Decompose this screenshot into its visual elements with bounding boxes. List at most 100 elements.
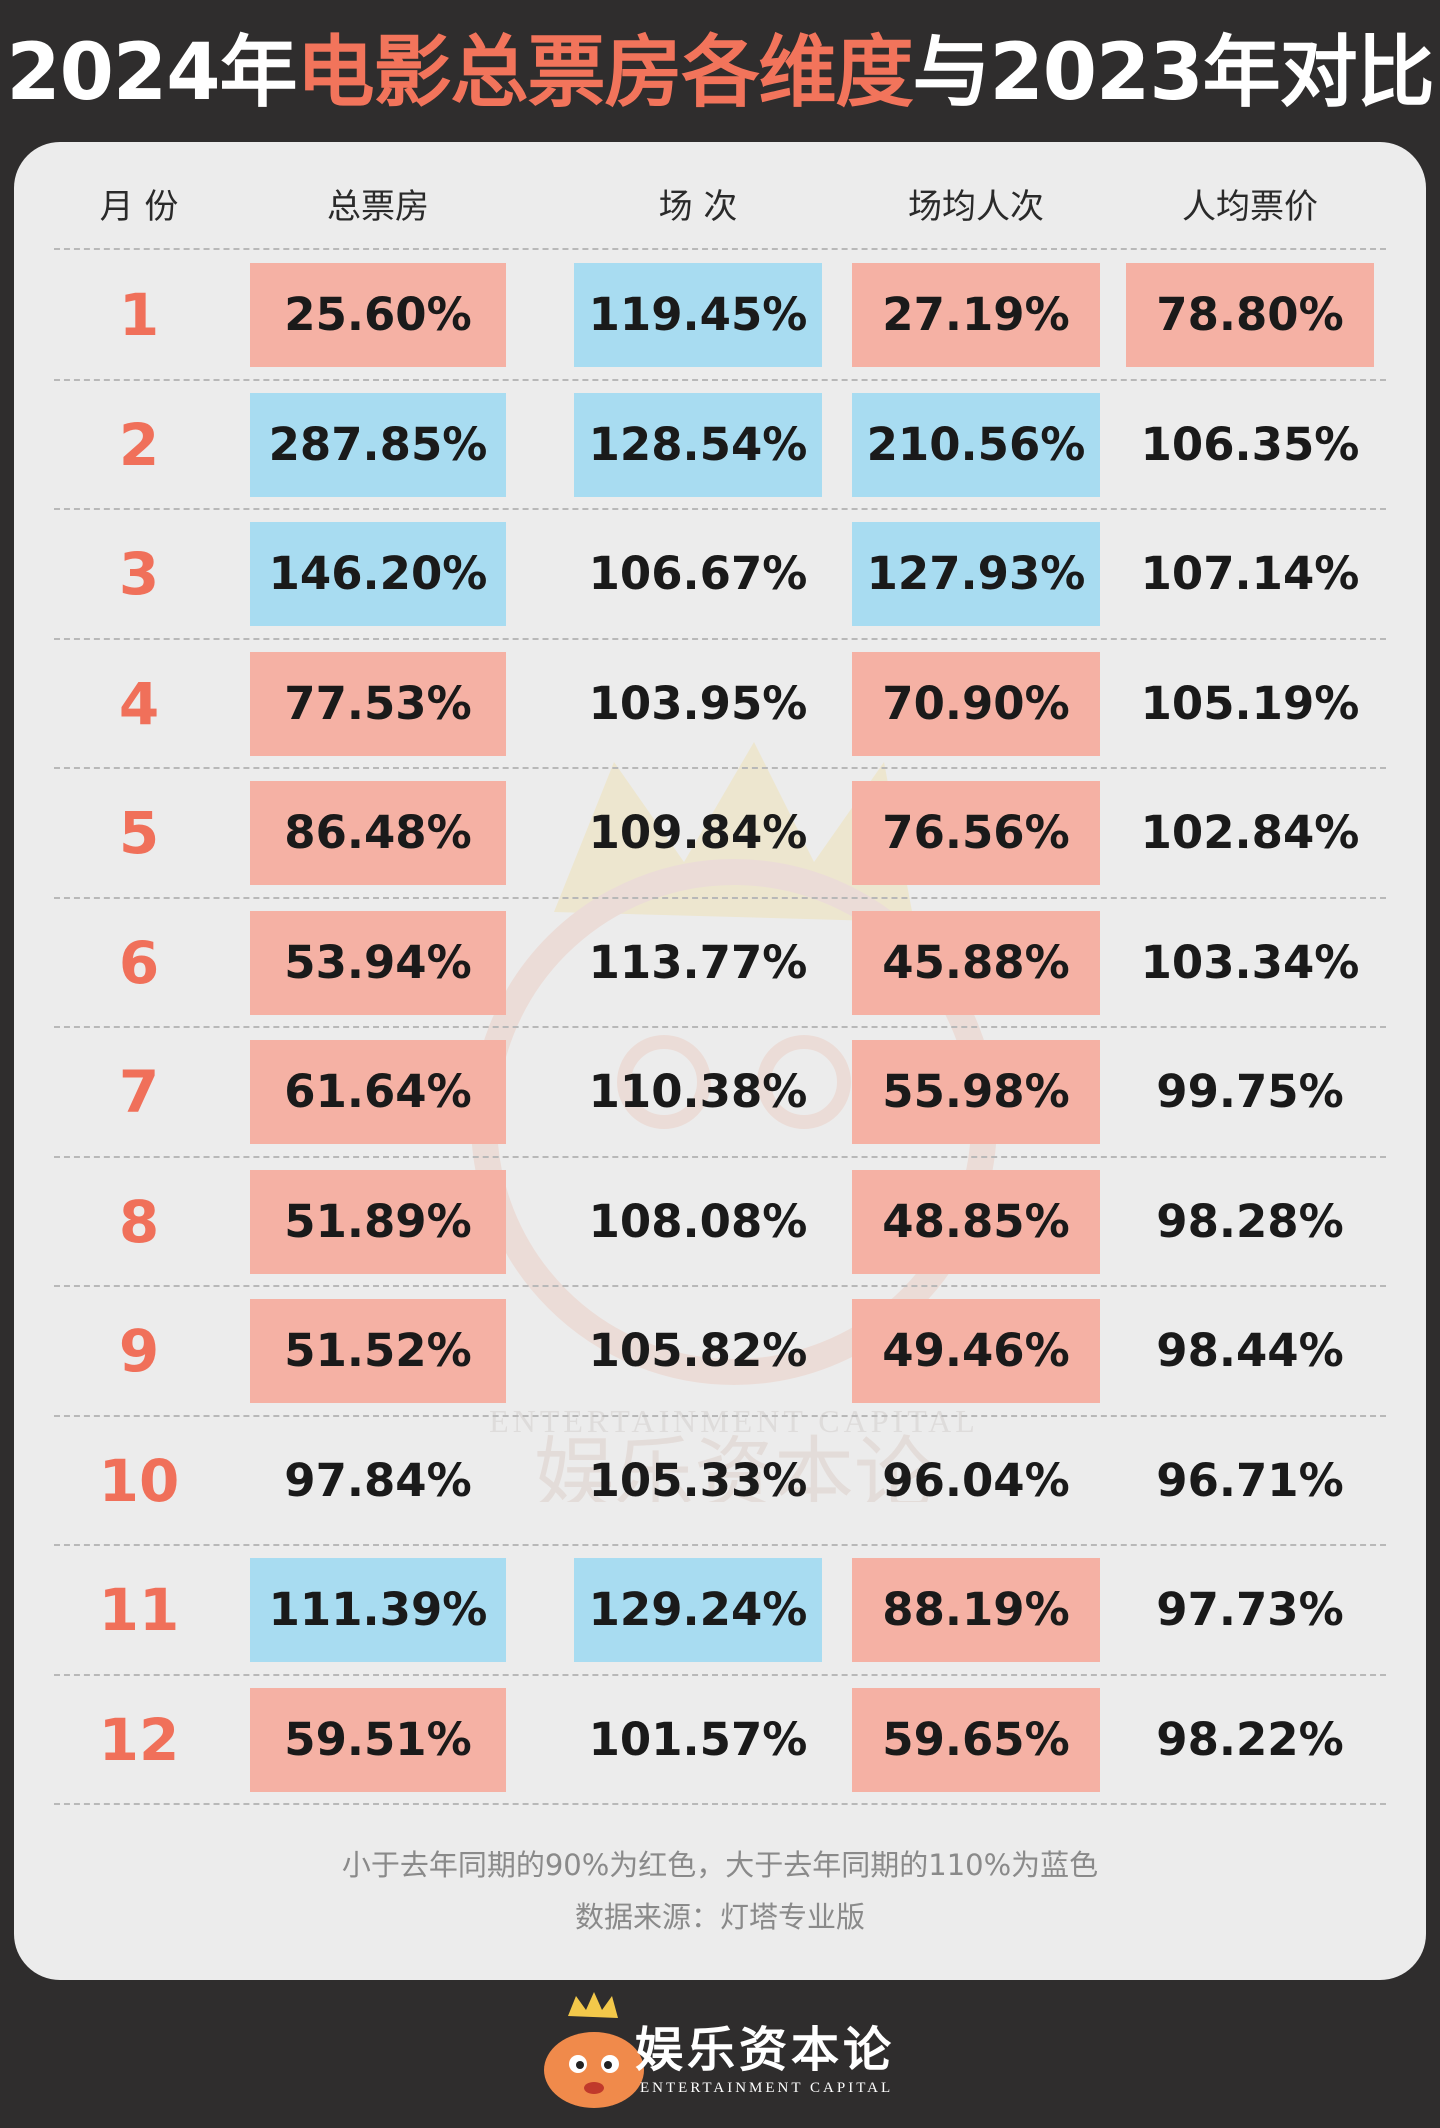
month-label: 5 xyxy=(118,799,160,867)
cell-screenings: 119.45% xyxy=(574,263,822,367)
cell-total-box-office: 86.48% xyxy=(250,781,506,885)
table-card: ENTERTAINMENT CAPITAL 娱乐资本论 月 份 总票房 场 次 … xyxy=(14,142,1426,1980)
cell-avg-attendance: 49.46% xyxy=(852,1299,1100,1403)
cell-total-box-office: 77.53% xyxy=(250,651,506,756)
month-label: 9 xyxy=(118,1317,160,1385)
cell-avg-attendance: 48.85% xyxy=(852,1169,1100,1274)
cell-avg-ticket-price: 99.75% xyxy=(1156,1065,1344,1118)
cell-avg-attendance: 55.98% xyxy=(852,1040,1100,1144)
row-separator xyxy=(54,767,1386,769)
table-row: 1 25.60% 119.45% 27.19% 78.80% xyxy=(14,250,1426,380)
cell-avg-ticket-price: 106.35% xyxy=(1140,417,1360,471)
cell-screenings: 101.57% xyxy=(588,1712,808,1766)
cell-total-box-office: 51.89% xyxy=(250,1169,506,1274)
cell-avg-ticket-price: 98.28% xyxy=(1156,1194,1344,1248)
row-separator xyxy=(54,248,1386,250)
cell-avg-ticket-price: 97.73% xyxy=(1156,1583,1344,1636)
cell-screenings: 128.54% xyxy=(574,392,822,497)
month-label: 10 xyxy=(98,1446,180,1515)
crowned-mascot-icon xyxy=(544,1992,644,2108)
cell-total-box-office: 61.64% xyxy=(250,1040,506,1144)
cell-avg-attendance: 88.19% xyxy=(852,1558,1100,1662)
cell-screenings: 103.95% xyxy=(588,676,808,730)
cell-screenings: 113.77% xyxy=(588,935,808,989)
cell-total-box-office: 25.60% xyxy=(250,263,506,367)
cell-avg-ticket-price: 78.80% xyxy=(1126,263,1374,367)
cell-avg-ticket-price: 105.19% xyxy=(1140,676,1360,730)
cell-avg-attendance: 96.04% xyxy=(882,1453,1070,1507)
cell-avg-attendance: 59.65% xyxy=(852,1687,1100,1792)
cell-total-box-office: 287.85% xyxy=(250,392,506,497)
cell-avg-attendance: 70.90% xyxy=(852,651,1100,756)
cell-avg-ticket-price: 98.22% xyxy=(1156,1712,1344,1766)
footer-brand: 娱乐资本论 xyxy=(635,2022,896,2078)
cell-screenings: 129.24% xyxy=(574,1558,822,1662)
table-row: 5 86.48% 109.84% 76.56% 102.84% xyxy=(14,768,1426,898)
cell-screenings: 106.67% xyxy=(588,547,808,600)
month-label: 8 xyxy=(118,1187,160,1256)
month-label: 6 xyxy=(118,928,160,997)
month-label: 3 xyxy=(118,540,160,608)
cell-avg-attendance: 76.56% xyxy=(852,781,1100,885)
data-source-note: 数据来源：灯塔专业版 xyxy=(574,1900,865,1934)
table-row: 3 146.20% 106.67% 127.93% 107.14% xyxy=(14,509,1426,639)
row-separator xyxy=(54,1155,1386,1158)
title-highlight: 电影总票房各维度 xyxy=(296,28,913,118)
cell-screenings: 110.38% xyxy=(588,1065,808,1118)
cell-screenings: 105.33% xyxy=(588,1453,808,1507)
cell-total-box-office: 59.51% xyxy=(250,1687,506,1792)
column-header-month: 月 份 xyxy=(99,187,179,227)
cell-avg-attendance: 45.88% xyxy=(852,910,1100,1015)
cell-screenings: 105.82% xyxy=(588,1324,808,1377)
cell-total-box-office: 146.20% xyxy=(250,522,506,626)
cell-total-box-office: 53.94% xyxy=(250,910,506,1015)
cell-avg-attendance: 127.93% xyxy=(852,522,1100,626)
table-row: 4 77.53% 103.95% 70.90% 105.19% xyxy=(14,639,1426,769)
cell-avg-attendance: 210.56% xyxy=(852,392,1100,497)
month-label: 12 xyxy=(98,1705,180,1774)
cell-avg-ticket-price: 96.71% xyxy=(1156,1453,1344,1507)
column-header-total-box-office: 总票房 xyxy=(327,187,429,227)
column-header-avg-ticket-price: 人均票价 xyxy=(1182,187,1318,227)
page-title: 2024年电影总票房各维度与2023年对比 xyxy=(0,18,1440,128)
row-separator xyxy=(54,1544,1386,1546)
table-row: 12 59.51% 101.57% 59.65% 98.22% xyxy=(14,1675,1426,1805)
cell-avg-ticket-price: 98.44% xyxy=(1156,1324,1344,1377)
row-separator xyxy=(54,1673,1386,1676)
cell-avg-attendance: 27.19% xyxy=(852,263,1100,367)
row-separator xyxy=(54,1803,1386,1805)
month-label: 1 xyxy=(118,281,160,349)
month-label: 7 xyxy=(118,1058,160,1126)
column-header-screenings: 场 次 xyxy=(658,187,738,227)
table-row: 6 53.94% 113.77% 45.88% 103.34% xyxy=(14,898,1426,1028)
table-row: 11 111.39% 129.24% 88.19% 97.73% xyxy=(14,1545,1426,1675)
month-label: 2 xyxy=(118,410,160,479)
month-label: 4 xyxy=(118,669,160,738)
row-separator xyxy=(54,508,1386,510)
cell-total-box-office: 97.84% xyxy=(284,1453,472,1507)
row-separator xyxy=(54,896,1386,899)
cell-total-box-office: 51.52% xyxy=(250,1299,506,1403)
row-separator xyxy=(54,1285,1386,1287)
title-part2: 与2023年对比 xyxy=(912,28,1435,118)
table-row: 9 51.52% 105.82% 49.46% 98.44% xyxy=(14,1286,1426,1416)
cell-avg-ticket-price: 102.84% xyxy=(1140,806,1360,859)
row-separator xyxy=(54,1414,1386,1417)
cell-screenings: 108.08% xyxy=(588,1194,808,1248)
column-header-avg-attendance: 场均人次 xyxy=(908,187,1044,227)
table-row: 10 97.84% 105.33% 96.04% 96.71% xyxy=(14,1416,1426,1546)
table-row: 2 287.85% 128.54% 210.56% 106.35% xyxy=(14,380,1426,510)
table-row: 8 51.89% 108.08% 48.85% 98.28% xyxy=(14,1157,1426,1287)
cell-avg-ticket-price: 107.14% xyxy=(1140,547,1360,600)
row-separator xyxy=(54,637,1386,640)
cell-total-box-office: 111.39% xyxy=(250,1558,506,1662)
color-legend-note: 小于去年同期的90%为红色，大于去年同期的110%为蓝色 xyxy=(341,1848,1099,1882)
row-separator xyxy=(54,1026,1386,1028)
footer-subtitle: ENTERTAINMENT CAPITAL xyxy=(640,2080,894,2096)
title-part1: 2024年 xyxy=(6,28,297,118)
cell-screenings: 109.84% xyxy=(588,806,808,859)
cell-avg-ticket-price: 103.34% xyxy=(1140,935,1360,989)
month-label: 11 xyxy=(98,1576,180,1644)
table-row: 7 61.64% 110.38% 55.98% 99.75% xyxy=(14,1027,1426,1157)
row-separator xyxy=(54,378,1386,381)
